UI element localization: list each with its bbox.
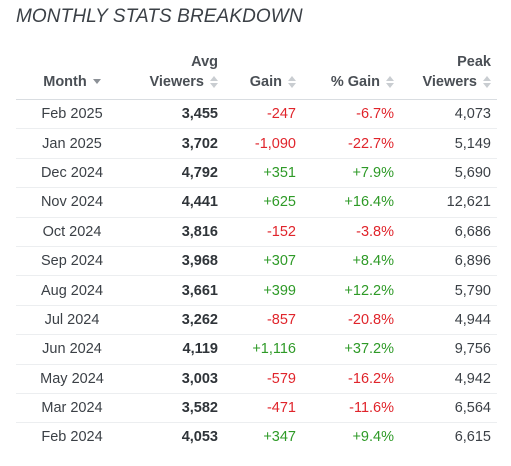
sort-both-icon (210, 76, 218, 89)
pct-gain-cell: +16.4% (302, 187, 400, 218)
pct-gain-cell: +8.4% (302, 246, 400, 277)
avg-viewers-cell: 3,262 (128, 305, 224, 336)
month-cell: May 2024 (16, 364, 128, 394)
table-row: Oct 2024 3,816 -152 -3.8% 6,686 (16, 217, 497, 247)
sort-both-icon (386, 76, 394, 89)
gain-cell: -247 (224, 99, 302, 130)
gain-cell: -471 (224, 393, 302, 424)
gain-cell: +351 (224, 158, 302, 189)
month-cell: Feb 2025 (16, 99, 128, 130)
peak-viewers-cell: 6,615 (454, 429, 491, 446)
monthly-stats-table: Month Avg Viewers Gain % Gain Peak Viewe… (16, 40, 497, 452)
avg-viewers-cell: 3,003 (128, 364, 224, 394)
column-header-label: Gain (249, 74, 282, 90)
peak-viewers-cell: 5,149 (400, 128, 497, 159)
table-row: Mar 2024 3,582 -471 -11.6% 6,564 (16, 393, 497, 424)
table-body: Feb 2025 3,455 -247 -6.7% 4,073 Jan 2025 3,702… (16, 99, 497, 452)
pct-gain-cell: +37.2% (302, 334, 400, 365)
gain-cell: +399 (224, 275, 302, 306)
month-cell: Feb 2024 (41, 429, 103, 446)
column-header-label: % Gain (330, 74, 380, 90)
avg-viewers-cell: 3,661 (128, 275, 224, 306)
table-row: Dec 2024 4,792 +351 +7.9% 5,690 (16, 158, 497, 189)
pct-gain-cell: +9.4% (352, 429, 394, 446)
pct-gain-cell: -22.7% (302, 128, 400, 159)
gain-cell: -579 (224, 364, 302, 394)
avg-viewers-cell: 4,792 (128, 158, 224, 189)
table-row: Feb 2024 4,053 +347 +9.4% 6,615 (16, 423, 497, 452)
month-cell: Nov 2024 (16, 187, 128, 218)
column-header-gain[interactable]: Gain (224, 40, 302, 100)
month-cell: Mar 2024 (16, 393, 128, 424)
pct-gain-cell: -20.8% (302, 305, 400, 336)
table-row: Jan 2025 3,702 -1,090 -22.7% 5,149 (16, 128, 497, 159)
pct-gain-cell: -16.2% (302, 364, 400, 394)
pct-gain-cell: -11.6% (302, 393, 400, 424)
month-cell: Aug 2024 (16, 275, 128, 306)
gain-cell: +347 (263, 429, 296, 446)
pct-gain-cell: +7.9% (302, 158, 400, 189)
peak-viewers-cell: 6,686 (400, 217, 497, 247)
avg-viewers-cell: 3,455 (128, 99, 224, 130)
gain-cell: -152 (224, 217, 302, 247)
month-cell: Dec 2024 (16, 158, 128, 189)
gain-cell: +307 (224, 246, 302, 277)
pct-gain-cell: -6.7% (302, 99, 400, 130)
column-header-peak-viewers[interactable]: Peak Viewers (400, 40, 497, 100)
month-cell: Jun 2024 (16, 334, 128, 365)
table-row: Aug 2024 3,661 +399 +12.2% 5,790 (16, 275, 497, 306)
month-cell: Jan 2025 (16, 128, 128, 159)
peak-viewers-cell: 4,942 (400, 364, 497, 394)
column-header-label: Viewers (149, 74, 204, 90)
column-header-label: Viewers (422, 74, 477, 90)
avg-viewers-cell: 3,968 (128, 246, 224, 277)
table-header: Month Avg Viewers Gain % Gain Peak Viewe… (16, 40, 497, 100)
avg-viewers-cell: 4,441 (128, 187, 224, 218)
table-row: May 2024 3,003 -579 -16.2% 4,942 (16, 364, 497, 394)
avg-viewers-cell: 4,119 (128, 334, 224, 365)
header-row: Month Avg Viewers Gain % Gain Peak Viewe… (16, 40, 497, 100)
peak-viewers-cell: 5,790 (400, 275, 497, 306)
peak-viewers-cell: 12,621 (400, 187, 497, 218)
peak-viewers-cell: 9,756 (400, 334, 497, 365)
column-header-avg-viewers[interactable]: Avg Viewers (128, 40, 224, 100)
table-row: Jul 2024 3,262 -857 -20.8% 4,944 (16, 305, 497, 336)
pct-gain-cell: -3.8% (302, 217, 400, 247)
sort-both-icon (483, 76, 491, 89)
peak-viewers-cell: 6,896 (400, 246, 497, 277)
avg-viewers-cell: 3,816 (128, 217, 224, 247)
column-header-label: Month (43, 74, 87, 90)
column-header-label: Avg (191, 54, 218, 70)
peak-viewers-cell: 4,944 (400, 305, 497, 336)
column-header-pct-gain[interactable]: % Gain (302, 40, 400, 100)
gain-cell: -857 (224, 305, 302, 336)
table-row: Sep 2024 3,968 +307 +8.4% 6,896 (16, 246, 497, 277)
page-title: MONTHLY STATS BREAKDOWN (16, 6, 303, 27)
month-cell: Oct 2024 (16, 217, 128, 247)
table-row: Feb 2025 3,455 -247 -6.7% 4,073 (16, 99, 497, 130)
sort-down-icon (92, 76, 101, 88)
column-header-label: Peak (457, 54, 491, 70)
gain-cell: +1,116 (224, 334, 302, 365)
gain-cell: +625 (224, 187, 302, 218)
peak-viewers-cell: 6,564 (400, 393, 497, 424)
avg-viewers-cell: 3,582 (128, 393, 224, 424)
avg-viewers-cell: 4,053 (181, 429, 218, 446)
month-cell: Jul 2024 (16, 305, 128, 336)
sort-both-icon (288, 76, 296, 89)
peak-viewers-cell: 5,690 (400, 158, 497, 189)
month-cell: Sep 2024 (16, 246, 128, 277)
table-row: Nov 2024 4,441 +625 +16.4% 12,621 (16, 187, 497, 218)
gain-cell: -1,090 (224, 128, 302, 159)
peak-viewers-cell: 4,073 (400, 99, 497, 130)
table-row: Jun 2024 4,119 +1,116 +37.2% 9,756 (16, 334, 497, 365)
pct-gain-cell: +12.2% (302, 275, 400, 306)
avg-viewers-cell: 3,702 (128, 128, 224, 159)
column-header-month[interactable]: Month (16, 40, 128, 100)
